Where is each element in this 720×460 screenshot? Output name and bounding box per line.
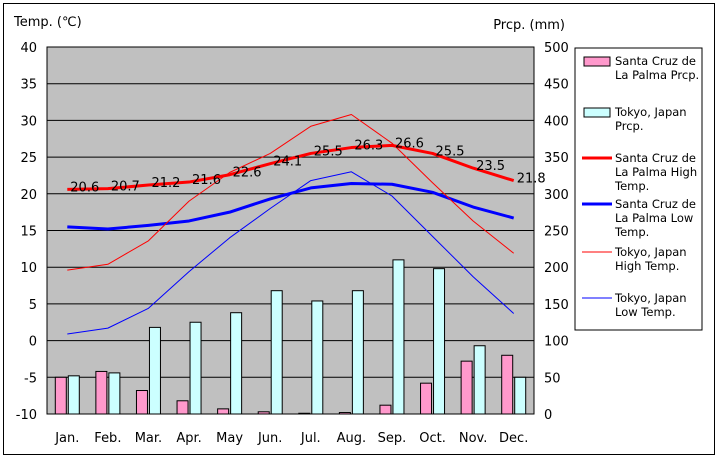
category-label: Mar. (135, 431, 162, 446)
data-label: 20.6 (70, 180, 99, 195)
data-label: 21.6 (192, 173, 221, 188)
legend-swatch (583, 56, 611, 67)
prcp-tick-label: 200 (544, 261, 569, 276)
data-label: 21.8 (517, 172, 546, 187)
series-line-0 (67, 143, 515, 191)
prcp-tick-label: 350 (544, 151, 569, 166)
bar-tokyo-prcp (433, 268, 446, 415)
legend-swatch (583, 107, 611, 118)
category-label: Aug. (337, 431, 367, 446)
bar-santa-cruz-prcp (460, 360, 473, 415)
category-label: Jun. (257, 431, 282, 446)
bar-tokyo-prcp (514, 376, 527, 415)
left-axis-title: Temp. (℃) (13, 15, 82, 30)
data-label: 22.6 (233, 166, 262, 181)
prcp-tick-label: 300 (544, 188, 569, 203)
temp-tick-label: -10 (16, 408, 37, 423)
bar-santa-cruz-prcp (176, 400, 189, 415)
bar-santa-cruz-prcp (420, 382, 433, 415)
data-label: 20.7 (111, 180, 140, 195)
bar-tokyo-prcp (270, 290, 283, 415)
legend-label: Tokyo, Japan Prcp. (614, 105, 687, 133)
category-label: Feb. (94, 431, 121, 446)
series-line-2 (67, 114, 515, 271)
temp-tick-label: 15 (20, 225, 37, 240)
temp-tick-label: 40 (20, 41, 37, 56)
data-label: 23.5 (476, 159, 505, 174)
temp-tick-label: 10 (20, 261, 37, 276)
bar-tokyo-prcp (189, 321, 202, 415)
data-label: 25.5 (436, 144, 465, 159)
prcp-tick-label: 450 (544, 78, 569, 93)
bar-santa-cruz-prcp (257, 411, 270, 415)
temp-tick-label: 35 (20, 78, 37, 93)
bar-tokyo-prcp (311, 300, 324, 415)
temp-tick-label: 5 (29, 298, 37, 313)
data-label: 25.5 (314, 144, 343, 159)
bar-santa-cruz-prcp (217, 408, 230, 415)
prcp-tick-label: 500 (544, 41, 569, 56)
bar-tokyo-prcp (148, 326, 161, 415)
bar-tokyo-prcp (108, 372, 121, 415)
bar-santa-cruz-prcp (95, 370, 108, 415)
temp-tick-label: 0 (29, 335, 37, 350)
prcp-tick-label: 50 (544, 371, 561, 386)
category-label: Oct. (419, 431, 446, 446)
bar-tokyo-prcp (473, 345, 486, 415)
right-axis-title: Prcp. (mm) (493, 18, 565, 33)
bar-santa-cruz-prcp (338, 412, 351, 415)
prcp-tick-label: 150 (544, 298, 569, 313)
bar-santa-cruz-prcp (298, 412, 311, 415)
data-label: 26.6 (395, 136, 424, 151)
prcp-tick-label: 250 (544, 225, 569, 240)
temp-tick-label: 25 (20, 151, 37, 166)
legend-label: Tokyo, Japan High Temp. (614, 245, 687, 273)
legend-label: Santa Cruz de La Palma High Temp. (614, 151, 697, 193)
series-line-1 (67, 182, 515, 231)
category-label: Jan. (54, 431, 79, 446)
bar-tokyo-prcp (351, 290, 364, 415)
legend-box (574, 47, 703, 331)
bar-santa-cruz-prcp (379, 404, 392, 415)
temp-tick-label: -5 (24, 371, 37, 386)
bar-tokyo-prcp (67, 375, 80, 415)
bar-santa-cruz-prcp (135, 390, 148, 415)
bar-santa-cruz-prcp (501, 354, 514, 415)
category-label: May (216, 431, 243, 446)
legend-label: Santa Cruz de La Palma Prcp. (615, 54, 699, 82)
category-label: Dec. (499, 431, 528, 446)
prcp-tick-label: 0 (544, 408, 552, 423)
prcp-tick-label: 400 (544, 114, 569, 129)
legend-label: Santa Cruz de La Palma Low Temp. (614, 197, 696, 239)
bar-tokyo-prcp (230, 312, 243, 415)
legend-label: Tokyo, Japan Low Temp. (614, 291, 687, 319)
bar-santa-cruz-prcp (54, 376, 67, 415)
data-label: 21.2 (151, 176, 180, 191)
temp-tick-label: 20 (20, 188, 37, 203)
series-line-3 (67, 171, 515, 335)
category-label: Nov. (459, 431, 488, 446)
prcp-tick-label: 100 (544, 335, 569, 350)
bar-tokyo-prcp (392, 259, 405, 415)
category-label: Apr. (176, 431, 201, 446)
data-label: 24.1 (273, 155, 302, 170)
category-label: Jul. (300, 431, 321, 446)
data-label: 26.3 (354, 139, 383, 154)
category-label: Sep. (378, 431, 407, 446)
temp-tick-label: 30 (20, 114, 37, 129)
